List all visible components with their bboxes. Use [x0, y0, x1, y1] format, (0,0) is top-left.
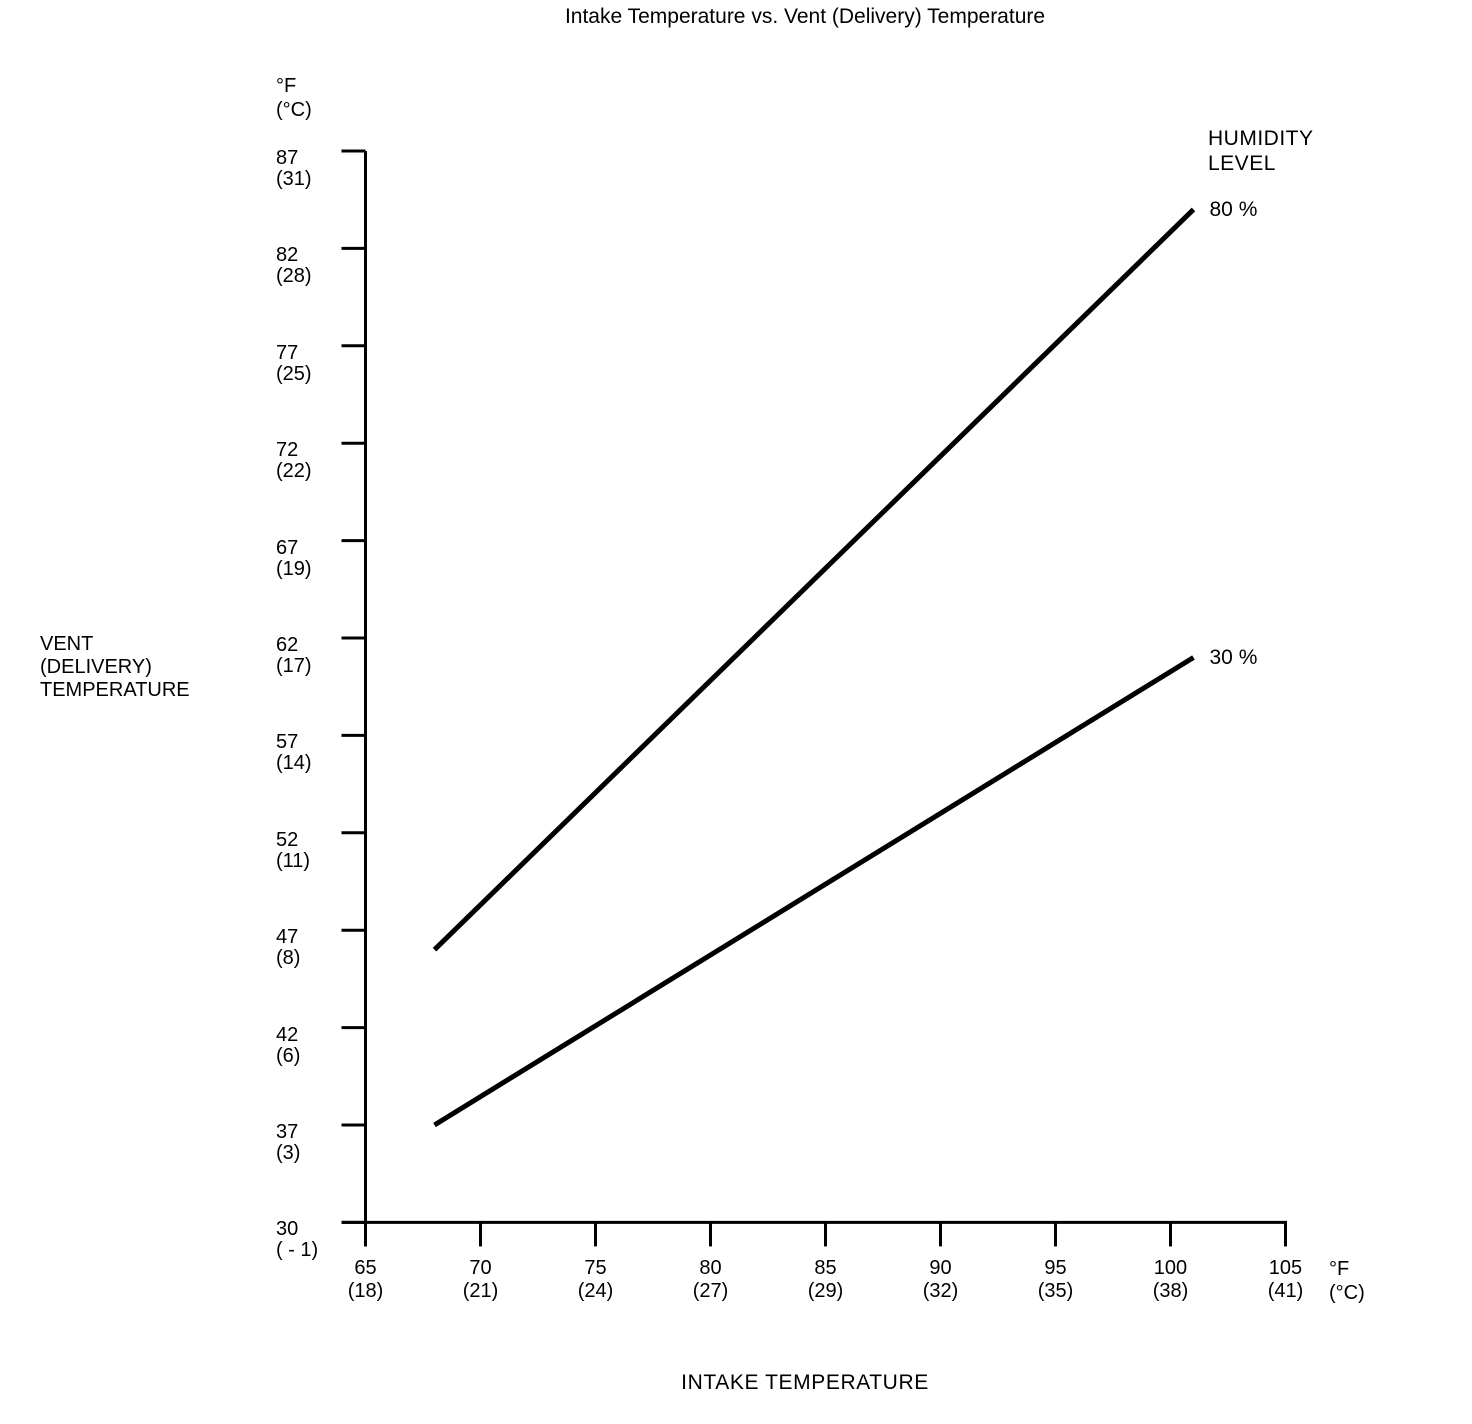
x-tick-label: 100 (38) — [1152, 1257, 1189, 1302]
x-axis-title: INTAKE TEMPERATURE — [681, 1371, 929, 1394]
y-axis-title-line: TEMPERATURE — [40, 679, 190, 701]
legend-title-line: LEVEL — [1208, 152, 1276, 175]
x-axis-unit-label: °F (°C) — [1329, 1257, 1365, 1305]
y-tick-label: 62 (17) — [276, 634, 312, 677]
x-tick-label: 75 (24) — [577, 1257, 614, 1302]
x-tick-label: 65 (18) — [347, 1257, 384, 1302]
y-tick-label: 52 (11) — [276, 828, 311, 872]
series-line — [433, 655, 1195, 1128]
x-tick-label: 95 (35) — [1037, 1257, 1074, 1302]
y-axis-unit-f: °F — [276, 75, 297, 97]
x-axis-unit-c: (°C) — [1329, 1282, 1365, 1304]
x-tick-label: 80 (27) — [692, 1257, 729, 1302]
series-label: 30 % — [1209, 646, 1258, 670]
y-tick-label: 77 (25) — [276, 341, 312, 385]
y-axis-unit-c: (°C) — [276, 99, 312, 121]
series-line — [432, 207, 1196, 952]
y-axis-unit-label: °F (°C) — [276, 74, 312, 122]
y-axis-title: VENT (DELIVERY) TEMPERATURE — [40, 633, 190, 702]
x-tick-label: 70 (21) — [462, 1257, 499, 1302]
y-axis-title-line: (DELIVERY) — [40, 656, 152, 678]
y-tick-label: 57 (14) — [276, 731, 312, 775]
series-label: 80 % — [1209, 198, 1258, 222]
y-tick-label: 67 (19) — [276, 536, 312, 580]
x-tick-label: 90 (32) — [922, 1257, 959, 1302]
x-axis-unit-f: °F — [1329, 1258, 1350, 1280]
legend-title: HUMIDITY LEVEL — [1208, 126, 1314, 176]
y-tick-label: 47 (8) — [276, 926, 301, 970]
x-tick-label: 85 (29) — [807, 1257, 844, 1302]
y-tick-label: 72 (22) — [276, 439, 312, 483]
y-tick-label: 87 (31) — [276, 147, 312, 190]
y-tick-label: 30( - 1) — [276, 1218, 319, 1262]
y-tick-label: 37 (3) — [276, 1121, 301, 1164]
y-axis-title-line: VENT — [40, 633, 94, 655]
y-tick-label: 82 (28) — [276, 244, 312, 288]
x-tick-label: 105 (41) — [1267, 1257, 1304, 1302]
y-tick-label: 42 (6) — [276, 1023, 301, 1067]
chart-title: Intake Temperature vs. Vent (Delivery) T… — [564, 5, 1046, 28]
legend-title-line: HUMIDITY — [1208, 127, 1314, 150]
